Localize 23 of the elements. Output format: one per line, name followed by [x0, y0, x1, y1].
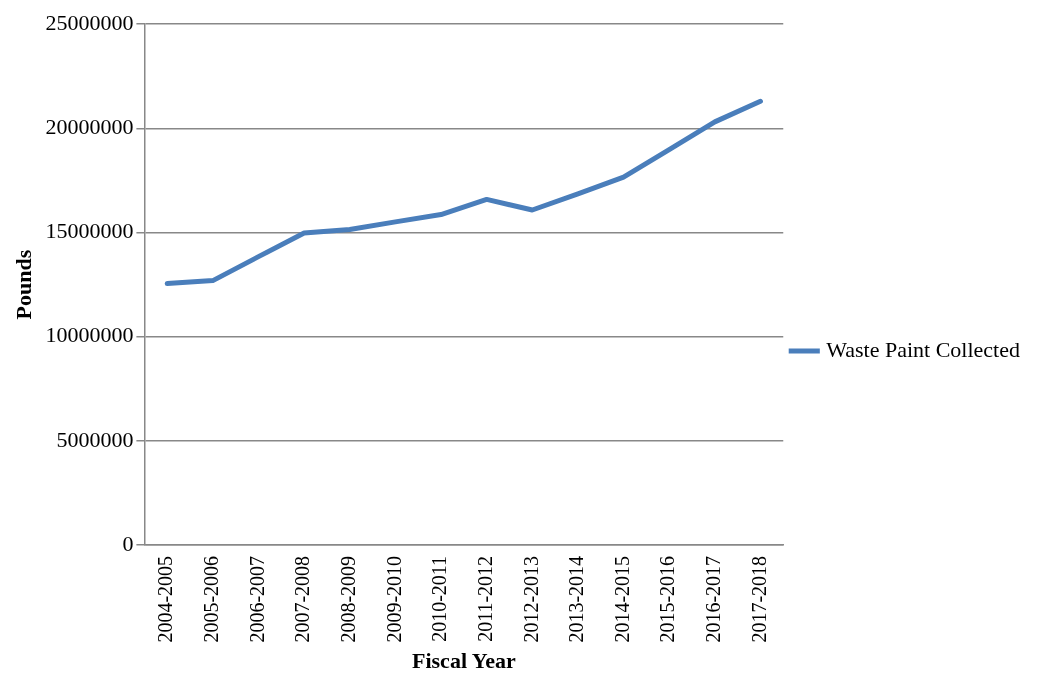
x-tick-label: 2017-2018	[747, 555, 770, 643]
x-tick-label: 2008-2009	[337, 555, 359, 643]
x-tick-label: 2006-2007	[245, 555, 268, 643]
y-tick-label: 5000000	[56, 426, 134, 452]
y-tick-label: 10000000	[45, 322, 134, 348]
legend-label: Waste Paint Collected	[826, 336, 1021, 362]
x-tick-label: 2015-2016	[656, 555, 679, 643]
x-axis-title: Fiscal Year	[412, 648, 516, 674]
y-tick-label: 0	[122, 530, 134, 556]
x-tick-label: 2014-2015	[610, 555, 633, 643]
y-tick-label: 20000000	[45, 114, 134, 140]
y-axis-title: Pounds	[10, 249, 36, 320]
x-tick-label: 2012-2013	[519, 555, 542, 643]
x-tick-label: 2011-2012	[473, 555, 496, 642]
x-tick-label: 2009-2010	[382, 555, 405, 643]
y-tick-label: 15000000	[45, 218, 134, 244]
x-tick-label: 2004-2005	[154, 555, 177, 643]
x-tick-label: 2016-2017	[702, 555, 725, 643]
x-tick-label: 2007-2008	[291, 555, 314, 643]
x-tick-label: 2010-2011	[428, 555, 451, 642]
x-tick-label: 2013-2014	[565, 555, 588, 643]
y-tick-label: 25000000	[45, 9, 134, 35]
x-tick-label: 2005-2006	[200, 555, 223, 643]
